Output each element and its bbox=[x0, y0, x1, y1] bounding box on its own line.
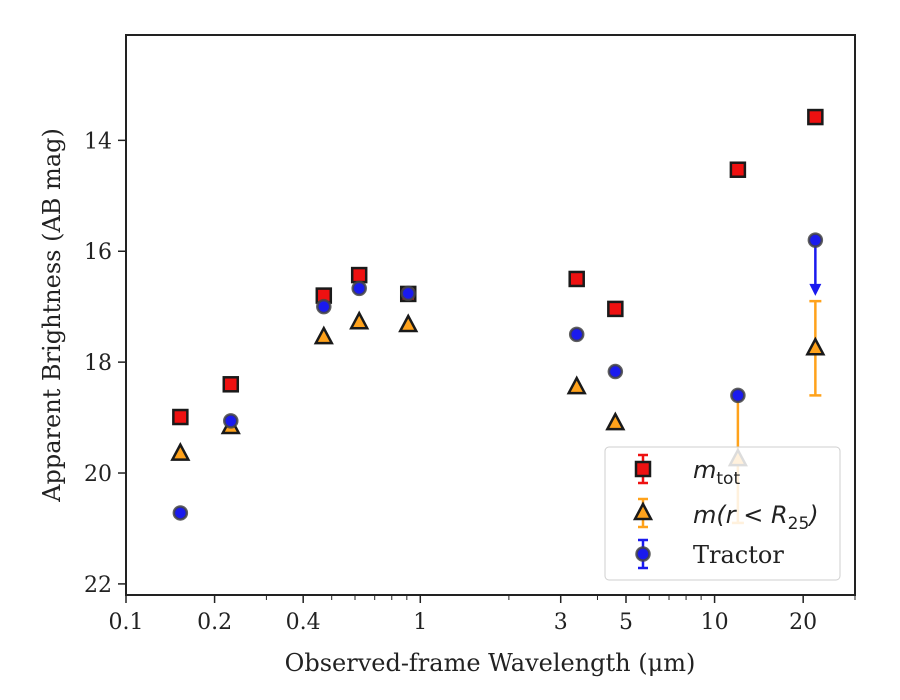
y-tick-label: 16 bbox=[84, 240, 112, 265]
legend-marker-1 bbox=[632, 501, 654, 521]
x-tick-label: 20 bbox=[789, 610, 817, 635]
data-point bbox=[730, 387, 746, 404]
data-point bbox=[566, 375, 587, 395]
data-point bbox=[607, 363, 624, 380]
x-tick-label: 0.1 bbox=[109, 610, 144, 635]
legend-box bbox=[604, 446, 841, 581]
legend-markers bbox=[632, 453, 654, 570]
data-point bbox=[349, 310, 370, 330]
series-marks bbox=[170, 108, 826, 525]
data-point bbox=[605, 411, 626, 431]
series-0 bbox=[172, 108, 824, 426]
data-point bbox=[223, 413, 239, 429]
limit-arrow-head bbox=[809, 283, 822, 296]
y-axis-title: Apparent Brightness (AB mag) bbox=[38, 128, 66, 503]
data-point bbox=[350, 266, 368, 284]
legend-marker-2 bbox=[635, 546, 651, 562]
x-tick-label: 5 bbox=[619, 610, 633, 635]
y-tick-label: 18 bbox=[84, 351, 112, 376]
series-2 bbox=[172, 232, 824, 521]
data-point bbox=[313, 325, 334, 345]
data-point bbox=[568, 326, 585, 343]
x-axis-title: Observed-frame Wavelength (μm) bbox=[285, 649, 696, 677]
x-tick-label: 0.4 bbox=[286, 610, 321, 635]
legend: mtot m(r < R25) Tractor bbox=[604, 446, 841, 581]
y-axis-ticks: 14 16 18 20 22 bbox=[84, 129, 126, 598]
data-point bbox=[351, 280, 367, 297]
data-point bbox=[172, 408, 189, 426]
x-tick-label: 1 bbox=[413, 610, 427, 635]
x-tick-label: 10 bbox=[701, 610, 729, 635]
data-point bbox=[398, 313, 419, 333]
y-tick-label: 14 bbox=[84, 129, 112, 154]
data-point bbox=[316, 298, 332, 315]
plot-area bbox=[125, 34, 856, 596]
data-point bbox=[170, 441, 191, 461]
data-point bbox=[729, 161, 747, 178]
data-point bbox=[568, 270, 585, 288]
y-tick-label: 20 bbox=[84, 462, 112, 487]
legend-marker-0 bbox=[634, 460, 652, 478]
data-point bbox=[807, 108, 824, 126]
x-axis-ticks: 0.1 0.2 0.4 1 3 5 10 20 bbox=[109, 595, 856, 635]
x-tick-label: 0.2 bbox=[197, 610, 232, 635]
plot-frame bbox=[125, 34, 856, 596]
data-point bbox=[807, 232, 824, 248]
y-tick-label: 22 bbox=[84, 573, 112, 598]
x-tick-label: 3 bbox=[554, 610, 568, 635]
data-point bbox=[805, 336, 826, 356]
data-point bbox=[172, 505, 189, 521]
data-point bbox=[607, 300, 624, 318]
data-point bbox=[222, 376, 240, 393]
data-point bbox=[400, 285, 416, 302]
legend-label-tractor: Tractor bbox=[693, 541, 784, 569]
